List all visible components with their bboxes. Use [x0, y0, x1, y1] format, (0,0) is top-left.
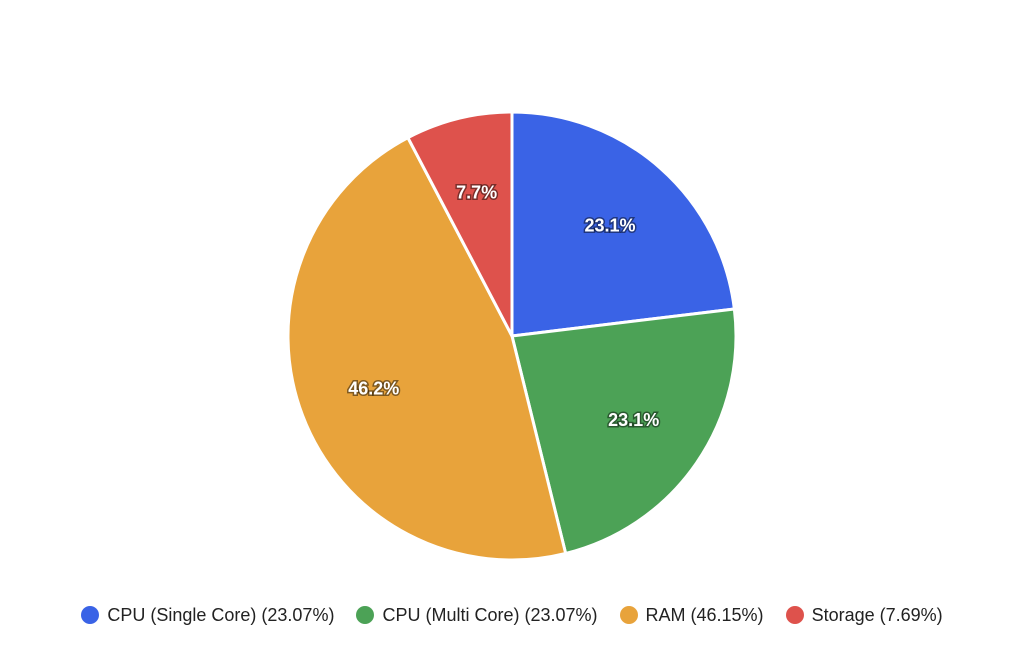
- slice-label-cpu-multi-core: 23.1%: [608, 410, 659, 430]
- pie-slice-ram[interactable]: [286, 136, 568, 562]
- legend-swatch-cpu-single-core: [81, 606, 100, 624]
- pie-slice-storage[interactable]: [406, 110, 514, 338]
- slice-label-cpu-single-core: 23.1%: [585, 215, 636, 235]
- slice-label-storage: 7.7%: [456, 182, 497, 202]
- legend-swatch-storage: [785, 606, 804, 624]
- slice-label-ram: 46.2%: [348, 378, 399, 398]
- legend-label-cpu-multi-core: CPU (Multi Core) (23.07%): [382, 604, 598, 625]
- legend-item-cpu-single-core[interactable]: CPU (Single Core) (23.07%): [81, 605, 334, 626]
- legend-label-cpu-single-core: CPU (Single Core) (23.07%): [107, 604, 335, 625]
- legend-item-cpu-multi-core[interactable]: CPU (Multi Core) (23.07%): [356, 604, 598, 626]
- legend-item-ram[interactable]: RAM (46.15%): [619, 604, 764, 626]
- legend-label-storage: Storage (7.69%): [811, 604, 943, 625]
- legend-label-ram: RAM (46.15%): [645, 604, 764, 625]
- legend-swatch-cpu-multi-core: [356, 606, 375, 624]
- legend-item-storage[interactable]: Storage (7.69%): [785, 604, 943, 626]
- pie-slice-cpu-single-core[interactable]: [510, 110, 736, 338]
- pie-chart-plot: 23.1% 23.1% 46.2% 7.7%: [286, 110, 738, 562]
- chart-legend: CPU (Single Core) (23.07%) CPU (Multi Co…: [0, 600, 1024, 630]
- legend-swatch-ram: [619, 606, 638, 624]
- pie-slice-cpu-multi-core[interactable]: [510, 307, 738, 555]
